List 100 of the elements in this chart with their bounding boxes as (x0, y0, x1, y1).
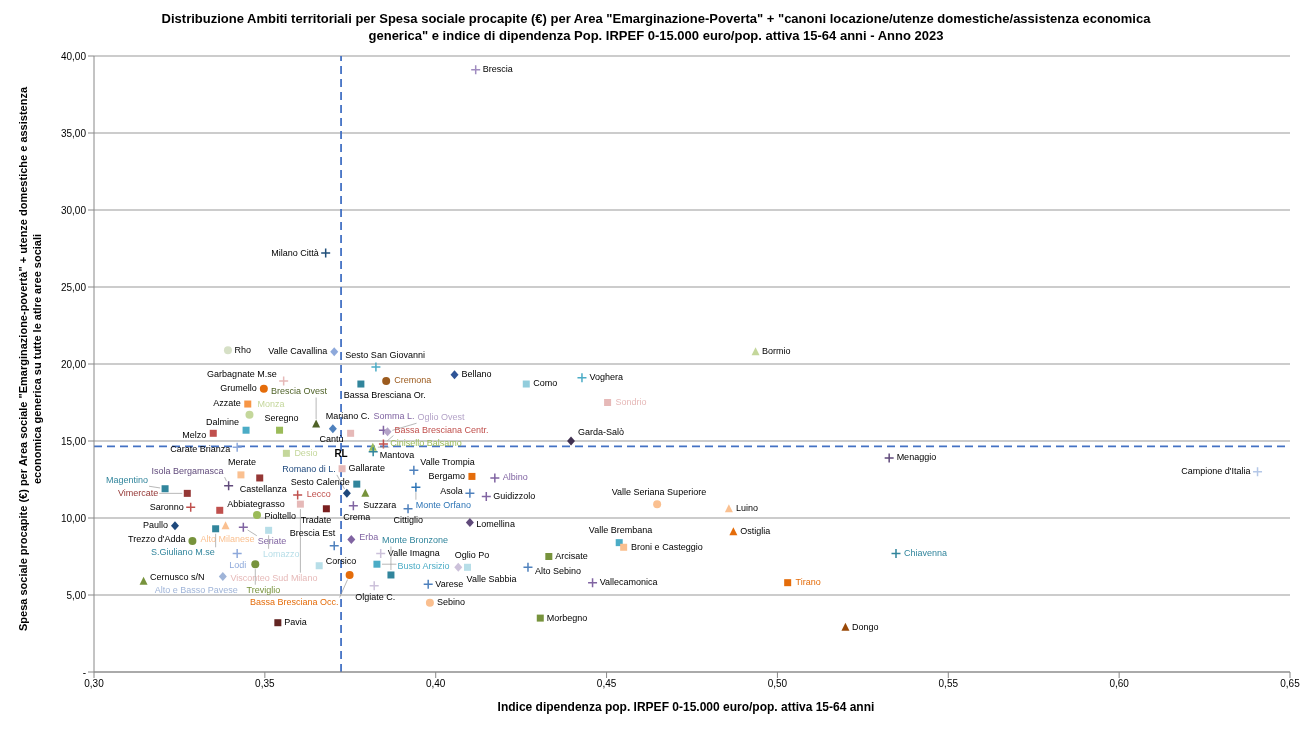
series-label: Milano Città (271, 247, 319, 258)
point (751, 347, 760, 356)
point (245, 410, 254, 419)
series-label: Gallarate (348, 463, 386, 474)
series-label: Como (533, 378, 558, 389)
point (345, 570, 354, 579)
point (328, 424, 337, 434)
point (370, 361, 382, 373)
point (841, 622, 850, 631)
point (183, 489, 191, 497)
series-label: Valle Brembana (588, 525, 653, 536)
point (368, 580, 380, 592)
series-label: Pavia (284, 617, 307, 628)
series-label: Valle Sabbia (466, 573, 517, 584)
series-label: Mariano C. (325, 411, 370, 422)
series-label: Cernusco s/N (150, 571, 205, 582)
point (238, 521, 249, 533)
series-label: Valle Seriana Superiore (611, 486, 707, 497)
y-tick-label: 20,00 (60, 358, 87, 370)
point (357, 380, 365, 388)
x-tick-label: 0,40 (425, 678, 446, 690)
point (342, 488, 351, 498)
series-label: Tradate (300, 515, 332, 526)
point (408, 465, 420, 476)
point (237, 471, 245, 479)
series-label: Merate (227, 457, 256, 468)
series-label: Bergamo (428, 470, 465, 481)
point (276, 426, 284, 434)
point (536, 614, 544, 622)
point (161, 485, 169, 493)
point (231, 441, 243, 453)
point (784, 579, 792, 587)
point (883, 452, 895, 464)
point (320, 247, 331, 259)
y-axis-title: Spesa sociale procapite (€) per Area sociale "Emarginazione-povertà" + utenze domestiche e assistenza economica generica su tutte le atlre aree sociali (16, 85, 44, 634)
point (188, 537, 197, 546)
point (361, 488, 370, 497)
series-label: Pioltello (264, 511, 297, 522)
series-label: Varese (435, 578, 464, 589)
point (367, 446, 379, 458)
series-label: Crema (343, 512, 371, 523)
series-label: Lomazzo (263, 548, 300, 559)
series-label: Sebino (436, 597, 465, 608)
series-label: Menaggio (896, 452, 937, 463)
annotation: RL (334, 448, 348, 460)
series-label: Mantova (379, 450, 415, 461)
point (315, 562, 323, 570)
chart-title: Distribuzione Ambiti territoriali per Spesa sociale procapite (€) per Area "Emarginazione-Poverta" + "canoni locazione/utenze domestiche/assistenza economica generica" e indice di dipendenza Pop. IRPEF 0-15.000 euro/pop. attiva 15-64 anni - Anno 2023 (160, 10, 1152, 45)
series-label: Saronno (149, 501, 184, 512)
series-label: Lecco (306, 489, 331, 500)
series-label: Albino (502, 472, 528, 483)
series-label: Rho (234, 344, 251, 355)
point (576, 372, 588, 384)
text: Visconteo Sud Milano (230, 572, 318, 583)
point (292, 489, 303, 501)
point (464, 488, 476, 499)
point (489, 472, 501, 484)
series-label: Seregno (264, 412, 299, 423)
point (470, 64, 481, 76)
point (382, 376, 391, 385)
point (567, 436, 576, 446)
series-label: Campione d'Italia (1181, 466, 1251, 477)
point (242, 426, 250, 434)
point (256, 474, 264, 482)
point (253, 510, 261, 519)
series-label: Erba (359, 531, 379, 542)
y-tick-label: 15,00 (60, 435, 87, 447)
point (221, 521, 230, 530)
point (545, 553, 553, 560)
point (216, 506, 224, 514)
point (139, 576, 148, 585)
point (465, 518, 474, 528)
x-tick-label: 0,65 (1280, 678, 1301, 690)
series-label: Alto e Basso Pavese (154, 584, 238, 595)
point (890, 548, 902, 559)
series-label: Seriate (257, 535, 287, 546)
series-label: Vallecamonica (599, 577, 658, 588)
x-tick-label: 0,35 (255, 678, 276, 690)
x-tick-label: 0,60 (1109, 678, 1130, 690)
point (373, 560, 381, 568)
point (402, 503, 414, 515)
series-label: Cantù (319, 433, 344, 444)
series-label: Desio (294, 447, 318, 458)
point (278, 375, 289, 387)
series-label: Alto Milanese (200, 534, 255, 545)
series-label: Morbegno (546, 612, 588, 623)
x-axis-title: Indice dipendenza pop. IRPEF 0-15.000 euro/pop. attiva 15-64 anni (496, 700, 876, 714)
point (724, 504, 733, 513)
series-label: Bormio (762, 346, 791, 357)
point (454, 562, 463, 572)
point (620, 543, 628, 551)
series-label: Monte Orfano (415, 499, 471, 510)
point (312, 419, 321, 428)
series-label: Guidizzolo (493, 490, 536, 501)
series-label: Busto Arsizio (397, 560, 450, 571)
series-label: Valle Trompia (420, 456, 475, 467)
y-tick-label: - (82, 666, 86, 678)
y-tick-label: 40,00 (60, 50, 87, 62)
point (387, 571, 395, 579)
series-label: Tirano (795, 577, 821, 588)
